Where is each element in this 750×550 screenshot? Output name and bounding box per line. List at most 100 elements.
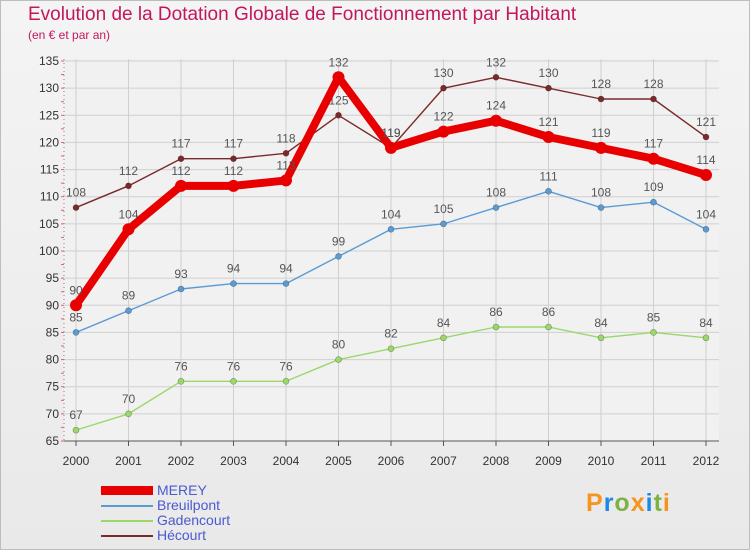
data-label-gadencourt: 86 — [489, 305, 503, 319]
data-label-gadencourt: 82 — [384, 327, 398, 341]
y-tick-label: 75 — [46, 380, 60, 394]
logo-letter: P — [586, 489, 604, 517]
data-point-hecourt — [72, 204, 80, 211]
data-label-breuilpont: 109 — [643, 180, 663, 194]
data-label-merey: 114 — [696, 153, 715, 167]
data-label-breuilpont: 104 — [381, 207, 401, 221]
y-tick-label: 130 — [39, 81, 59, 95]
data-label-merey: 90 — [69, 283, 83, 297]
x-tick-label: 2002 — [168, 454, 195, 468]
data-point-merey — [595, 141, 607, 154]
data-point-hecourt — [650, 95, 657, 103]
x-tick-label: 2000 — [63, 454, 90, 468]
data-point-hecourt — [282, 149, 290, 157]
data-point-breuilpont — [387, 225, 395, 233]
data-label-hecourt: 117 — [171, 137, 190, 151]
data-point-hecourt — [702, 133, 710, 141]
x-tick-label: 2004 — [273, 454, 300, 468]
data-label-breuilpont: 99 — [332, 234, 346, 248]
y-tick-label: 80 — [46, 353, 60, 367]
data-label-gadencourt: 67 — [69, 408, 83, 422]
legend-label-gadencourt: Gadencourt — [157, 512, 231, 528]
data-label-hecourt: 112 — [119, 164, 138, 178]
data-point-gadencourt — [702, 334, 710, 342]
data-point-breuilpont — [492, 204, 500, 211]
data-label-gadencourt: 76 — [279, 359, 293, 373]
data-point-breuilpont — [335, 253, 342, 260]
x-tick-label: 2011 — [641, 454, 667, 468]
data-point-hecourt — [125, 182, 132, 190]
legend-label-breuilpont: Breuilpont — [157, 497, 221, 513]
y-tick-label: 95 — [46, 271, 60, 285]
x-tick-label: 2009 — [535, 454, 562, 468]
logo-letter: o — [614, 489, 631, 517]
data-point-merey — [332, 71, 345, 84]
data-label-hecourt: 121 — [696, 115, 716, 129]
data-label-gadencourt: 70 — [122, 392, 136, 406]
data-label-breuilpont: 105 — [433, 202, 453, 216]
data-label-breuilpont: 94 — [227, 262, 241, 276]
logo-letter: x — [630, 489, 646, 517]
data-point-breuilpont — [702, 225, 710, 233]
data-label-hecourt: 108 — [66, 186, 86, 200]
y-tick-label: 100 — [39, 244, 59, 258]
data-label-merey: 117 — [644, 137, 663, 151]
data-label-hecourt: 118 — [276, 131, 295, 145]
legend-swatch-hecourt — [101, 535, 153, 537]
data-point-merey — [647, 152, 660, 165]
data-point-hecourt — [440, 84, 447, 92]
data-point-hecourt — [492, 73, 500, 81]
logo-letter: i — [645, 489, 654, 517]
x-tick-label: 2008 — [483, 454, 510, 468]
data-label-gadencourt: 84 — [594, 316, 608, 330]
legend-swatch-gadencourt — [101, 520, 153, 522]
proxiti-logo: Proxiti — [586, 489, 671, 518]
y-tick-label: 120 — [39, 135, 59, 149]
data-point-gadencourt — [387, 345, 395, 353]
data-point-merey — [175, 179, 187, 192]
data-point-gadencourt — [230, 377, 237, 385]
data-label-hecourt: 130 — [538, 66, 558, 80]
data-label-breuilpont: 111 — [539, 169, 558, 183]
data-point-gadencourt — [125, 410, 132, 418]
data-label-merey: 122 — [433, 110, 453, 124]
data-point-hecourt — [177, 155, 185, 163]
data-point-hecourt — [230, 155, 237, 163]
data-label-gadencourt: 84 — [699, 316, 713, 330]
x-tick-label: 2006 — [378, 454, 405, 468]
data-point-gadencourt — [650, 329, 657, 336]
data-label-gadencourt: 76 — [227, 359, 241, 373]
chart-subtitle: (en € et par an) — [28, 28, 111, 42]
data-point-merey — [700, 169, 712, 181]
x-tick-label: 2001 — [115, 454, 142, 468]
y-tick-label: 90 — [46, 298, 60, 312]
data-point-breuilpont — [545, 187, 552, 195]
data-label-hecourt: 128 — [643, 77, 663, 91]
data-point-breuilpont — [650, 198, 657, 206]
data-point-breuilpont — [230, 280, 237, 287]
legend-swatch-merey — [101, 486, 153, 495]
data-label-hecourt: 117 — [224, 137, 243, 151]
data-point-merey — [542, 131, 555, 143]
data-label-gadencourt: 84 — [437, 316, 451, 330]
logo-letter: r — [603, 489, 615, 517]
data-point-merey — [490, 114, 502, 127]
data-label-breuilpont: 104 — [696, 207, 716, 221]
data-point-merey — [385, 141, 397, 154]
data-label-breuilpont: 93 — [174, 267, 188, 281]
data-point-gadencourt — [282, 377, 290, 385]
data-label-gadencourt: 86 — [542, 305, 556, 319]
data-point-gadencourt — [492, 323, 500, 331]
x-tick-label: 2005 — [325, 454, 352, 468]
data-label-hecourt: 128 — [591, 77, 611, 91]
y-tick-label: 85 — [46, 325, 60, 339]
data-point-breuilpont — [282, 280, 290, 287]
x-tick-label: 2003 — [220, 454, 247, 468]
data-point-breuilpont — [597, 204, 605, 211]
data-point-breuilpont — [72, 329, 80, 336]
data-label-hecourt: 125 — [328, 93, 348, 107]
data-point-gadencourt — [335, 356, 342, 363]
y-tick-label: 115 — [40, 163, 59, 177]
data-label-merey: 119 — [381, 126, 400, 140]
